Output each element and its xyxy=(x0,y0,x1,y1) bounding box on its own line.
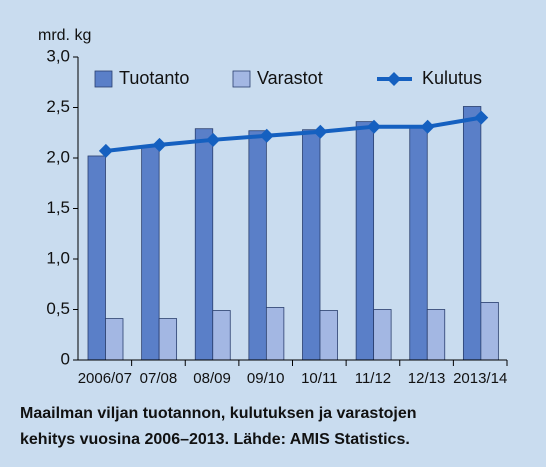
x-tick-label: 08/09 xyxy=(193,370,231,387)
bar xyxy=(212,310,231,361)
bar xyxy=(355,121,375,361)
y-tick-label: 1,0 xyxy=(46,248,70,267)
legend-swatch xyxy=(387,72,401,86)
legend-label: Varastot xyxy=(257,68,323,88)
legend-label: Tuotanto xyxy=(119,68,189,88)
bar xyxy=(248,130,267,361)
caption: kehitys vuosina 2006–2013. Lähde: AMIS S… xyxy=(20,431,410,448)
y-tick-label: 2,0 xyxy=(46,147,70,166)
bar xyxy=(194,128,214,361)
marker xyxy=(313,124,328,139)
bar xyxy=(426,309,446,361)
marker xyxy=(98,143,113,158)
bar xyxy=(409,125,428,361)
bar xyxy=(158,318,178,361)
y-axis-label: mrd. kg xyxy=(38,27,91,44)
caption: Maailman viljan tuotannon, kulutuksen ja… xyxy=(20,405,417,422)
y-tick-label: 1,5 xyxy=(46,198,70,217)
bar xyxy=(105,318,124,361)
x-tick-label: 11/12 xyxy=(355,370,391,387)
bar xyxy=(141,145,160,361)
marker xyxy=(206,132,221,147)
line xyxy=(105,115,482,153)
legend-swatch xyxy=(232,70,251,88)
bar xyxy=(480,302,499,361)
bar xyxy=(87,155,106,361)
x-tick-label: 07/08 xyxy=(140,370,178,387)
y-tick-label: 0 xyxy=(61,349,70,368)
x-tick-label: 12/13 xyxy=(408,370,446,387)
y-tick-label: 0,5 xyxy=(46,299,70,318)
bar xyxy=(302,129,321,361)
x-tick-label: 2006/07 xyxy=(78,370,132,387)
marker xyxy=(152,137,167,152)
marker xyxy=(474,110,489,125)
marker xyxy=(420,119,435,134)
marker xyxy=(367,119,382,134)
bar xyxy=(373,309,392,361)
y-tick-label: 3,0 xyxy=(46,46,70,65)
marker xyxy=(259,128,274,143)
legend-label: Kulutus xyxy=(422,68,482,88)
x-tick-label: 10/11 xyxy=(301,370,337,387)
x-tick-label: 2013/14 xyxy=(453,370,507,387)
y-tick-label: 2,5 xyxy=(46,97,70,116)
legend-swatch xyxy=(94,70,113,88)
bar xyxy=(319,310,338,361)
x-tick-label: 09/10 xyxy=(247,370,285,387)
bar xyxy=(462,106,482,361)
bar xyxy=(265,307,285,361)
